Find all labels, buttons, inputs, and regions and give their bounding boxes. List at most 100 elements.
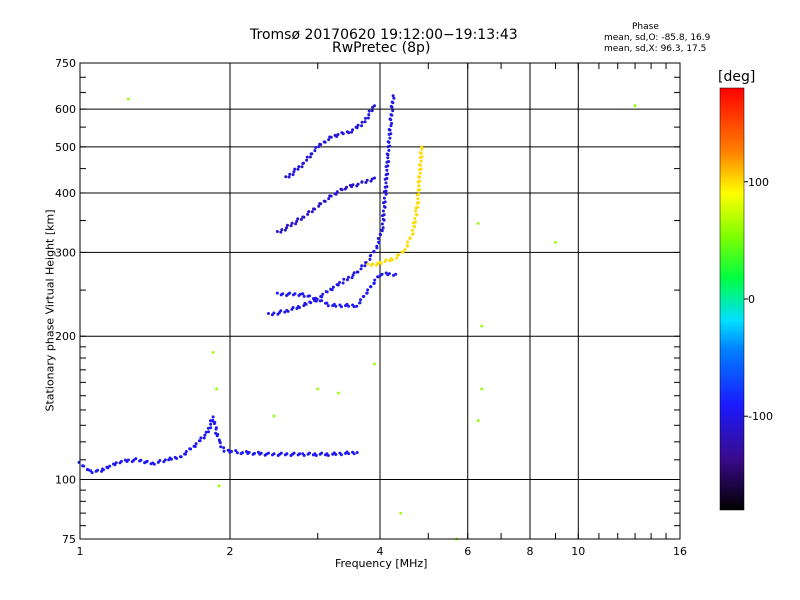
data-point — [414, 212, 418, 216]
data-point — [417, 201, 421, 204]
data-point — [295, 219, 299, 223]
data-point — [419, 167, 423, 171]
data-point — [373, 176, 377, 180]
data-point — [108, 464, 112, 468]
data-point — [345, 278, 349, 282]
data-point — [336, 283, 340, 287]
data-point — [360, 120, 364, 124]
data-point — [418, 171, 422, 175]
data-point — [293, 292, 297, 296]
data-point — [298, 306, 301, 309]
data-point — [285, 226, 288, 230]
data-point — [305, 158, 309, 162]
data-point — [215, 434, 219, 438]
data-point — [285, 452, 289, 456]
data-point — [371, 262, 375, 266]
data-point — [418, 163, 421, 167]
data-point — [389, 113, 393, 117]
data-point — [230, 450, 233, 453]
data-point — [384, 181, 388, 185]
data-point — [319, 143, 323, 146]
data-point — [365, 291, 369, 295]
data-point — [363, 264, 367, 268]
phase-stats-o-mode: mean, sd,O: -85.8, 16.9 — [604, 33, 711, 43]
data-point — [316, 387, 320, 391]
data-point — [163, 458, 167, 462]
data-point — [298, 292, 302, 296]
data-point — [376, 275, 380, 279]
data-point — [296, 217, 300, 221]
grid — [80, 63, 680, 539]
data-point — [226, 448, 230, 452]
data-point — [310, 152, 314, 156]
data-point — [388, 136, 392, 140]
data-point — [306, 212, 310, 216]
data-point — [298, 452, 302, 456]
data-point — [372, 249, 376, 253]
data-point — [381, 209, 385, 213]
chart-subtitle: RwPretec (8p) — [332, 40, 431, 56]
data-point — [218, 441, 222, 445]
data-point — [356, 182, 360, 186]
data-point — [209, 422, 213, 426]
data-point — [480, 324, 484, 328]
data-point — [102, 468, 105, 472]
data-point — [380, 272, 384, 276]
data-point — [114, 461, 118, 465]
data-point — [385, 152, 389, 156]
x-tick-label: 2 — [227, 545, 234, 558]
data-point — [272, 452, 276, 456]
x-tick-label: 4 — [377, 545, 384, 558]
data-point — [388, 117, 392, 121]
data-point — [297, 165, 301, 169]
data-point — [313, 207, 317, 211]
data-point — [314, 146, 318, 149]
data-point — [420, 155, 424, 159]
data-point — [292, 451, 296, 455]
data-point — [169, 457, 173, 461]
data-point — [199, 436, 203, 440]
data-point — [325, 301, 329, 305]
data-point — [203, 433, 207, 437]
data-point — [320, 451, 324, 455]
data-point — [418, 151, 422, 155]
data-point — [355, 126, 359, 130]
data-point — [307, 210, 311, 214]
data-point — [279, 230, 283, 234]
data-point — [119, 459, 123, 463]
data-point — [377, 240, 381, 244]
colorbar-tick-label: 100 — [748, 176, 769, 189]
data-point — [152, 462, 156, 466]
data-point — [288, 172, 292, 176]
data-point — [406, 244, 409, 247]
data-point — [387, 148, 391, 152]
data-point — [385, 177, 389, 180]
y-tick-label: 200 — [55, 330, 76, 343]
data-point — [247, 450, 251, 454]
colorbar-tick-label: -100 — [748, 410, 773, 423]
data-point — [359, 267, 363, 271]
data-point — [323, 199, 327, 203]
data-point — [82, 464, 86, 468]
data-point — [352, 271, 356, 275]
data-point — [319, 202, 323, 206]
data-point — [235, 451, 239, 455]
data-point — [310, 210, 314, 214]
data-point — [394, 272, 398, 276]
data-point — [370, 109, 374, 113]
data-point — [90, 471, 94, 475]
data-point — [412, 224, 416, 228]
x-tick-label: 10 — [571, 545, 585, 558]
data-point — [397, 253, 401, 257]
data-point — [302, 161, 305, 165]
data-point — [308, 155, 312, 159]
data-point — [385, 185, 389, 189]
data-point — [336, 391, 340, 395]
data-point — [275, 230, 279, 233]
data-point — [194, 442, 198, 446]
data-point — [145, 459, 149, 463]
data-points — [77, 94, 637, 541]
data-point — [206, 426, 210, 430]
data-point — [335, 190, 339, 194]
data-point — [334, 453, 338, 456]
